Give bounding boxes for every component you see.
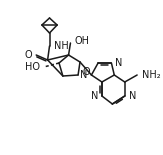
Text: OH: OH xyxy=(74,36,89,46)
Text: N: N xyxy=(91,91,98,101)
Text: N: N xyxy=(115,58,123,68)
Text: N: N xyxy=(129,91,136,101)
Text: O: O xyxy=(83,67,90,77)
Text: N: N xyxy=(80,70,88,80)
Text: NH: NH xyxy=(54,41,69,51)
Text: O: O xyxy=(25,50,32,60)
Text: NH₂: NH₂ xyxy=(142,70,161,80)
Text: HO: HO xyxy=(25,62,40,72)
